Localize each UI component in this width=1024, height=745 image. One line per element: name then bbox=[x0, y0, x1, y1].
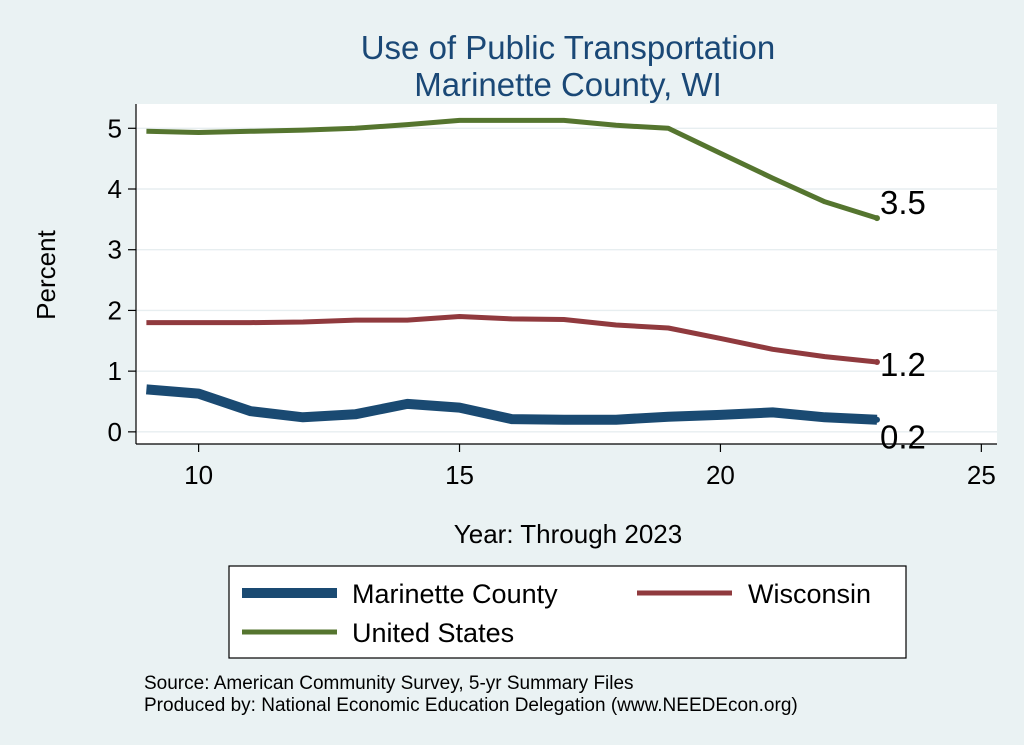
end-label-united-states: 3.5 bbox=[880, 184, 926, 221]
legend-label-wisconsin: Wisconsin bbox=[748, 579, 871, 609]
end-point-united-states bbox=[873, 215, 880, 222]
y-tick-label: 0 bbox=[108, 417, 122, 447]
y-tick-label: 3 bbox=[108, 235, 122, 265]
y-axis-label: Percent bbox=[31, 229, 61, 319]
series-lines bbox=[145, 117, 878, 425]
plot-area bbox=[136, 104, 997, 444]
legend: Marinette County Wisconsin United States bbox=[228, 565, 907, 659]
source-note: Source: American Community Survey, 5-yr … bbox=[144, 673, 634, 694]
series-line-wisconsin bbox=[146, 314, 878, 365]
legend-box bbox=[228, 565, 907, 659]
end-labels: 0.2 1.2 3.5 bbox=[873, 184, 926, 456]
y-tick-label: 1 bbox=[108, 356, 122, 386]
legend-label-united-states: United States bbox=[352, 618, 514, 648]
end-label-marinette-county: 0.2 bbox=[880, 419, 926, 456]
x-tick-label: 10 bbox=[184, 460, 213, 490]
x-tick-label: 20 bbox=[706, 460, 735, 490]
y-tick-label: 2 bbox=[108, 295, 122, 325]
x-tick-label: 25 bbox=[967, 460, 996, 490]
producer-note: Produced by: National Economic Education… bbox=[144, 695, 798, 716]
end-point-marinette-county bbox=[873, 416, 880, 423]
series-line-marinette-county bbox=[145, 384, 878, 425]
legend-label-marinette-county: Marinette County bbox=[352, 579, 558, 609]
end-label-wisconsin: 1.2 bbox=[880, 346, 926, 383]
axes: 0 1 2 3 4 5 10 15 20 25 bbox=[108, 104, 997, 490]
chart-title-line-2: Marinette County, WI bbox=[414, 66, 722, 103]
gridlines bbox=[136, 127, 997, 433]
end-point-wisconsin bbox=[873, 359, 880, 366]
x-tick-label: 15 bbox=[445, 460, 474, 490]
y-tick-label: 4 bbox=[108, 174, 122, 204]
x-axis-label: Year: Through 2023 bbox=[454, 519, 682, 549]
chart-title-line-1: Use of Public Transportation bbox=[361, 29, 776, 66]
series-line-united-states bbox=[146, 117, 878, 221]
y-tick-label: 5 bbox=[108, 113, 122, 143]
